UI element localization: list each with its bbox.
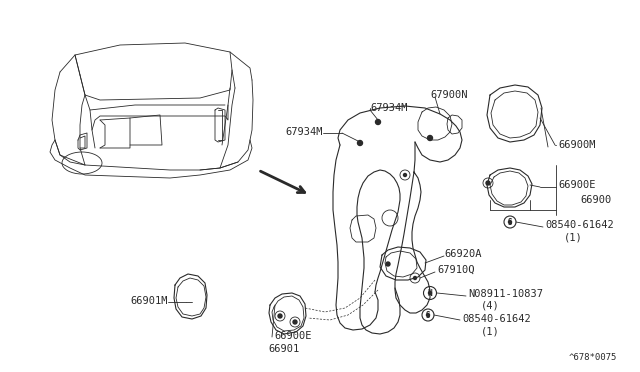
Circle shape — [428, 135, 433, 141]
Circle shape — [293, 320, 297, 324]
Circle shape — [509, 221, 511, 224]
Text: 66900E: 66900E — [558, 180, 595, 190]
Text: 66901M: 66901M — [131, 296, 168, 306]
Text: N: N — [428, 289, 432, 298]
Text: 67900N: 67900N — [430, 90, 467, 100]
Circle shape — [426, 314, 429, 317]
Text: 67910Q: 67910Q — [437, 265, 474, 275]
Text: S: S — [508, 218, 512, 227]
Text: S: S — [426, 311, 430, 320]
Circle shape — [358, 141, 362, 145]
Text: 08540-61642: 08540-61642 — [462, 314, 531, 324]
Text: 66901: 66901 — [268, 344, 300, 354]
Circle shape — [278, 314, 282, 318]
Text: 66900: 66900 — [580, 195, 611, 205]
Text: 66900M: 66900M — [558, 140, 595, 150]
Text: ^678*0075: ^678*0075 — [568, 353, 617, 362]
Text: 66920A: 66920A — [444, 249, 481, 259]
Text: 66900E: 66900E — [274, 331, 312, 341]
Circle shape — [413, 276, 417, 279]
Text: 67934M: 67934M — [285, 127, 323, 137]
Text: (1): (1) — [481, 326, 500, 336]
Text: N08911-10837: N08911-10837 — [468, 289, 543, 299]
Circle shape — [486, 181, 490, 185]
Circle shape — [386, 262, 390, 266]
Text: 67934M: 67934M — [370, 103, 408, 113]
Circle shape — [403, 173, 406, 176]
Text: 08540-61642: 08540-61642 — [545, 220, 614, 230]
Text: (1): (1) — [564, 232, 583, 242]
Text: (4): (4) — [481, 301, 500, 311]
Circle shape — [376, 119, 381, 125]
Circle shape — [429, 292, 431, 295]
